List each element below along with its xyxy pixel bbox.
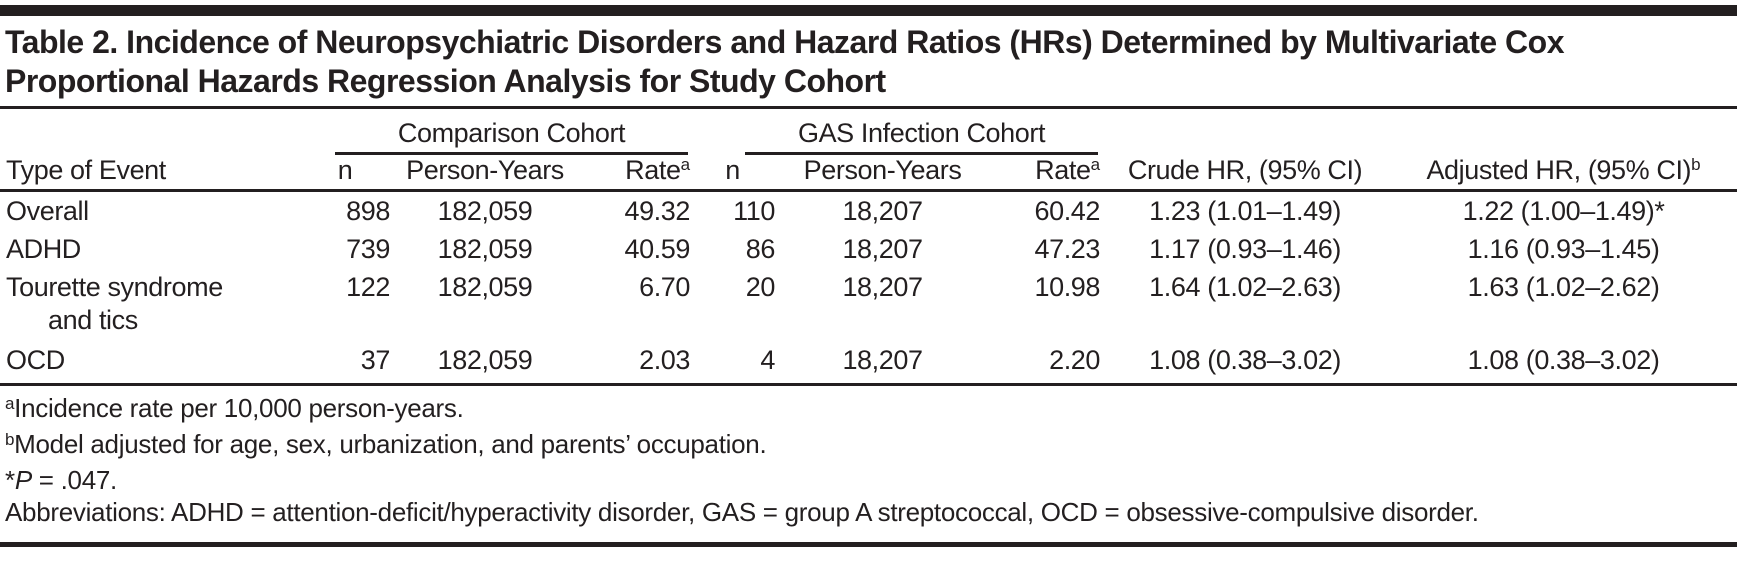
gas-infection-cohort-group-header: GAS Infection Cohort xyxy=(690,109,1100,155)
gas-person-years-cell: 18,207 xyxy=(842,195,923,226)
adjusted-hr-cell: 1.63 (1.02–2.62) xyxy=(1467,271,1660,302)
event-line2: and tics xyxy=(48,304,138,335)
gas-n-cell: 86 xyxy=(745,234,776,264)
gas-rate-cell: 60.42 xyxy=(1034,195,1101,226)
adjusted-hr-superscript-b: b xyxy=(1691,155,1701,174)
bottom-rule-bar xyxy=(0,542,1737,547)
comparison-n-cell: 37 xyxy=(360,345,391,376)
type-of-event-header: Type of Event xyxy=(6,155,166,185)
comparison-cohort-label: Comparison Cohort xyxy=(335,118,689,155)
gas-rate-cell: 10.98 xyxy=(1034,271,1101,302)
spacer-header-cell xyxy=(1100,109,1390,155)
comparison-rate-cell: 40.59 xyxy=(624,234,691,264)
comparison-n-cell: 739 xyxy=(346,234,390,264)
table-row-tourette: Tourette syndrome and tics 122 182,059 6… xyxy=(0,269,1737,339)
title-rule xyxy=(0,106,1737,109)
comparison-person-years-cell: 182,059 xyxy=(437,271,533,302)
gas-rate-cell: 47.23 xyxy=(1034,234,1101,264)
gas-infection-cohort-label: GAS Infection Cohort xyxy=(745,118,1099,155)
gas-person-years-cell: 18,207 xyxy=(842,234,923,264)
event-cell: Overall xyxy=(6,195,89,226)
comparison-cohort-group-header: Comparison Cohort xyxy=(300,109,690,155)
comparison-rate-header: Ratea xyxy=(580,155,690,191)
gas-person-years-cell: 18,207 xyxy=(842,345,923,376)
table-title-line2: Proportional Hazards Regression Analysis… xyxy=(5,63,886,99)
column-header-row: Type of Event n Person-Years Ratea n Per… xyxy=(0,155,1737,191)
gas-n-cell: 110 xyxy=(733,195,776,226)
adjusted-hr-cell: 1.08 (0.38–3.02) xyxy=(1467,345,1660,376)
event-cell: Tourette syndrome and tics xyxy=(0,269,300,339)
gas-n-cell: 4 xyxy=(760,345,776,376)
event-cell: ADHD xyxy=(6,234,81,264)
footnote-abbreviations: Abbreviations: ADHD = attention-deficit/… xyxy=(5,497,1479,527)
comparison-person-years-cell: 182,059 xyxy=(437,234,533,264)
footnote-p-value: *P = .047. xyxy=(5,464,1737,496)
adjusted-hr-header: Adjusted HR, (95% CI)b xyxy=(1390,155,1737,191)
crude-hr-cell: 1.17 (0.93–1.46) xyxy=(1149,234,1341,264)
comparison-rate-cell: 2.03 xyxy=(639,345,691,376)
table-title: Table 2. Incidence of Neuropsychiatric D… xyxy=(5,23,1729,101)
footnote-a-superscript: a xyxy=(5,394,15,413)
comparison-person-years-header: Person-Years xyxy=(406,155,564,185)
footnote-b-text: Model adjusted for age, sex, urbanizatio… xyxy=(14,429,767,459)
comparison-n-cell: 122 xyxy=(346,271,390,302)
top-rule-bar xyxy=(0,5,1737,16)
gas-n-header: n xyxy=(725,155,740,185)
gas-person-years-cell: 18,207 xyxy=(842,271,923,302)
table-row-ocd: OCD 37 182,059 2.03 4 18,207 2.20 1.08 (… xyxy=(0,339,1737,385)
table-row-overall: Overall 898 182,059 49.32 110 18,207 60.… xyxy=(0,191,1737,231)
gas-person-years-header: Person-Years xyxy=(803,155,962,185)
rate-superscript-a: a xyxy=(1090,155,1101,174)
rate-label: Rate xyxy=(625,155,681,185)
table-row-adhd: ADHD 739 182,059 40.59 86 18,207 47.23 1… xyxy=(0,231,1737,269)
p-value-text: = .047. xyxy=(31,465,117,495)
footnotes: aIncidence rate per 10,000 person-years.… xyxy=(0,392,1737,528)
adjusted-hr-cell: 1.22 (1.00–1.49)* xyxy=(1462,195,1665,226)
adjusted-hr-cell: 1.16 (0.93–1.45) xyxy=(1467,234,1660,264)
comparison-rate-cell: 6.70 xyxy=(639,271,691,302)
gas-rate-header: Ratea xyxy=(990,155,1100,191)
footnote-b: bModel adjusted for age, sex, urbanizati… xyxy=(5,428,1737,464)
group-header-row: Comparison Cohort GAS Infection Cohort xyxy=(0,109,1737,155)
footnote-b-superscript: b xyxy=(5,430,15,449)
comparison-person-years-cell: 182,059 xyxy=(437,195,533,226)
event-line1: Tourette syndrome xyxy=(6,271,223,302)
crude-hr-header: Crude HR, (95% CI) xyxy=(1127,155,1363,185)
spacer-header-cell xyxy=(0,109,300,155)
crude-hr-cell: 1.08 (0.38–3.02) xyxy=(1149,345,1341,376)
results-table: Comparison Cohort GAS Infection Cohort T… xyxy=(0,109,1737,386)
comparison-n-header: n xyxy=(337,155,353,185)
crude-hr-cell: 1.23 (1.01–1.49) xyxy=(1149,195,1341,226)
gas-rate-cell: 2.20 xyxy=(1049,345,1101,376)
asterisk-marker: * xyxy=(5,465,15,495)
comparison-n-cell: 898 xyxy=(346,195,390,226)
event-cell: OCD xyxy=(6,345,65,376)
footnote-a-text: Incidence rate per 10,000 person-years. xyxy=(14,393,464,423)
rate-label: Rate xyxy=(1035,155,1091,185)
rate-superscript-a: a xyxy=(680,155,691,174)
gas-n-cell: 20 xyxy=(745,271,776,302)
p-symbol: P xyxy=(14,465,32,495)
spacer-header-cell xyxy=(1390,109,1737,155)
crude-hr-cell: 1.64 (1.02–2.63) xyxy=(1149,271,1341,302)
footnote-a: aIncidence rate per 10,000 person-years. xyxy=(5,392,1737,428)
comparison-person-years-cell: 182,059 xyxy=(437,345,533,376)
table-title-line1: Table 2. Incidence of Neuropsychiatric D… xyxy=(5,24,1564,60)
comparison-rate-cell: 49.32 xyxy=(624,195,691,226)
adjusted-hr-label: Adjusted HR, (95% CI) xyxy=(1426,155,1692,185)
